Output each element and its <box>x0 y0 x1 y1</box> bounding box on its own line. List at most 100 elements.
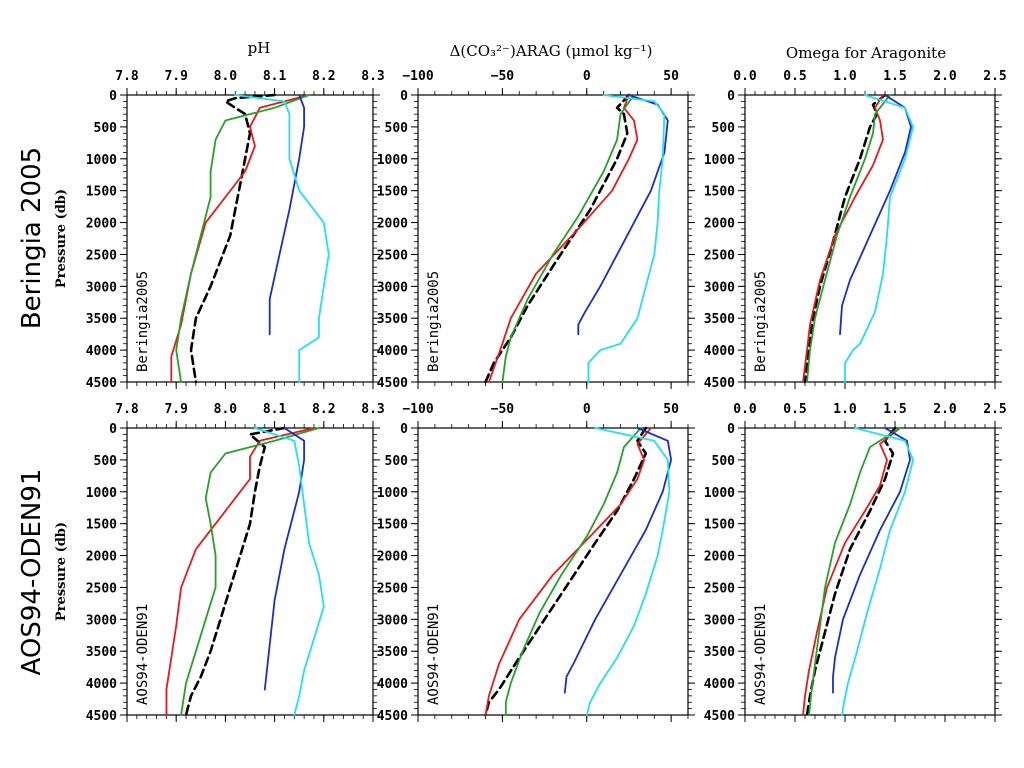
row-label-aos94-oden91: AOS94-ODEN91 <box>17 469 47 676</box>
x-tick-label: 2.5 <box>983 69 1006 84</box>
y-tick-label: 4500 <box>86 376 117 391</box>
x-tick-label: 7.8 <box>115 402 139 417</box>
x-tick-label: 1.5 <box>883 402 906 417</box>
y-axis-label: Pressure (db) <box>54 189 69 288</box>
x-tick-label: 8.1 <box>263 69 287 84</box>
y-tick-label: 3500 <box>86 645 117 660</box>
profile-line <box>585 427 671 716</box>
profile-line <box>501 94 635 383</box>
x-tick-label: 50 <box>663 69 679 84</box>
y-tick-label: 2000 <box>704 217 735 232</box>
profile-line <box>803 93 887 384</box>
profile-line <box>802 94 884 383</box>
y-tick-label: 1000 <box>704 486 735 501</box>
y-tick-label: 4000 <box>377 677 408 692</box>
panel-label: AOS94-ODEN91 <box>135 604 151 705</box>
plot-frame <box>417 427 689 716</box>
profile-line <box>802 427 901 716</box>
plot-frame <box>126 427 374 716</box>
panel-0-0: 7.8 7.9 8.0 8.1 8.2 8.3 0 500 1000 1500 2000 2500 30… <box>54 69 385 391</box>
x-tick-label: 8.0 <box>214 69 238 84</box>
x-tick-label: 0 <box>583 402 591 417</box>
y-tick-label: 1000 <box>377 486 408 501</box>
profile-line <box>504 427 642 716</box>
x-tick-label: 0.5 <box>783 402 806 417</box>
plot-frame <box>417 94 689 383</box>
panel-label: AOS94-ODEN91 <box>753 604 769 705</box>
profile-line <box>234 94 330 383</box>
y-tick-label: 1000 <box>704 153 735 168</box>
profile-line <box>832 427 911 694</box>
x-tick-label: 8.0 <box>214 402 238 417</box>
profile-line <box>180 427 320 716</box>
y-tick-label: 1500 <box>704 518 735 533</box>
y-tick-label: 3500 <box>704 312 735 327</box>
y-tick-label: 3000 <box>704 613 735 628</box>
y-tick-label: 2500 <box>704 581 735 596</box>
y-tick-label: 4500 <box>86 709 117 724</box>
x-tick-label: 2.5 <box>983 402 1006 417</box>
y-tick-label: 3000 <box>377 613 408 628</box>
panel-label: Beringia2005 <box>426 271 442 372</box>
y-tick-label: 3500 <box>377 645 408 660</box>
profile-line <box>484 93 631 384</box>
plot-frame <box>126 94 374 383</box>
x-tick-label: 0.5 <box>783 69 806 84</box>
y-tick-label: 2500 <box>704 248 735 263</box>
x-tick-label: 1.0 <box>833 402 857 417</box>
y-tick-label: 2000 <box>86 550 117 565</box>
x-tick-label: 1.0 <box>833 69 857 84</box>
y-axis-label: Pressure (db) <box>54 522 69 621</box>
y-tick-label: 4500 <box>704 376 735 391</box>
profile-line <box>254 427 325 716</box>
y-tick-label: 2500 <box>377 581 408 596</box>
y-tick-label: 4000 <box>704 677 735 692</box>
y-tick-label: 2500 <box>86 581 117 596</box>
panel-1-0: 7.8 7.9 8.0 8.1 8.2 8.3 0 500 1000 1500 2000 2500 30… <box>54 402 385 724</box>
panel-1-1: −100 −50 0 50050010001500200025003000350040… <box>377 402 695 724</box>
x-tick-label: 7.9 <box>164 402 187 417</box>
profile-line <box>839 94 912 336</box>
y-tick-label: 3500 <box>86 312 117 327</box>
y-tick-label: 0 <box>400 422 408 437</box>
y-tick-label: 2000 <box>86 217 117 232</box>
profile-line <box>175 94 310 383</box>
y-tick-label: 0 <box>727 89 735 104</box>
x-tick-label: 1.5 <box>883 69 906 84</box>
y-tick-label: 4500 <box>377 709 408 724</box>
x-tick-label: −100 <box>402 69 433 84</box>
y-tick-label: 2000 <box>377 550 408 565</box>
y-tick-label: 0 <box>727 422 735 437</box>
x-tick-label: 7.8 <box>115 69 139 84</box>
y-tick-label: 1500 <box>86 518 117 533</box>
x-tick-label: −50 <box>491 402 515 417</box>
panel-label: Beringia2005 <box>135 271 151 372</box>
y-tick-label: 0 <box>109 422 117 437</box>
y-tick-label: 3000 <box>704 280 735 295</box>
y-tick-label: 1000 <box>86 486 117 501</box>
y-tick-label: 4000 <box>86 677 117 692</box>
x-tick-label: 8.3 <box>361 402 384 417</box>
profile-line <box>184 426 286 717</box>
y-tick-label: 4500 <box>704 709 735 724</box>
panels: 7.8 7.9 8.0 8.1 8.2 8.30500100015002000250030… <box>54 69 1007 724</box>
x-tick-label: 8.3 <box>361 69 384 84</box>
x-tick-label: −50 <box>491 69 515 84</box>
profile-line <box>805 426 897 717</box>
profile-line <box>587 94 666 383</box>
y-tick-label: 2000 <box>704 550 735 565</box>
column-title-delta-co3: Δ(CO₃²⁻)ARAG (μmol kg⁻¹) <box>450 42 653 60</box>
column-title-ph: pH <box>248 39 271 57</box>
y-tick-label: 1500 <box>377 185 408 200</box>
y-tick-label: 3000 <box>86 613 117 628</box>
profile-line <box>808 427 901 716</box>
y-tick-label: 4500 <box>377 376 408 391</box>
x-tick-label: 8.1 <box>263 402 287 417</box>
x-tick-label: 2.0 <box>933 69 957 84</box>
y-tick-label: 4000 <box>704 344 735 359</box>
y-tick-label: 4000 <box>377 344 408 359</box>
profile-line <box>806 94 891 383</box>
panel-0-2: 0.0 0.5 1.0 1.5 2.0 2.5 0 500 1000 1500 2000 2500 30… <box>704 69 1007 391</box>
x-tick-label: −100 <box>402 402 433 417</box>
